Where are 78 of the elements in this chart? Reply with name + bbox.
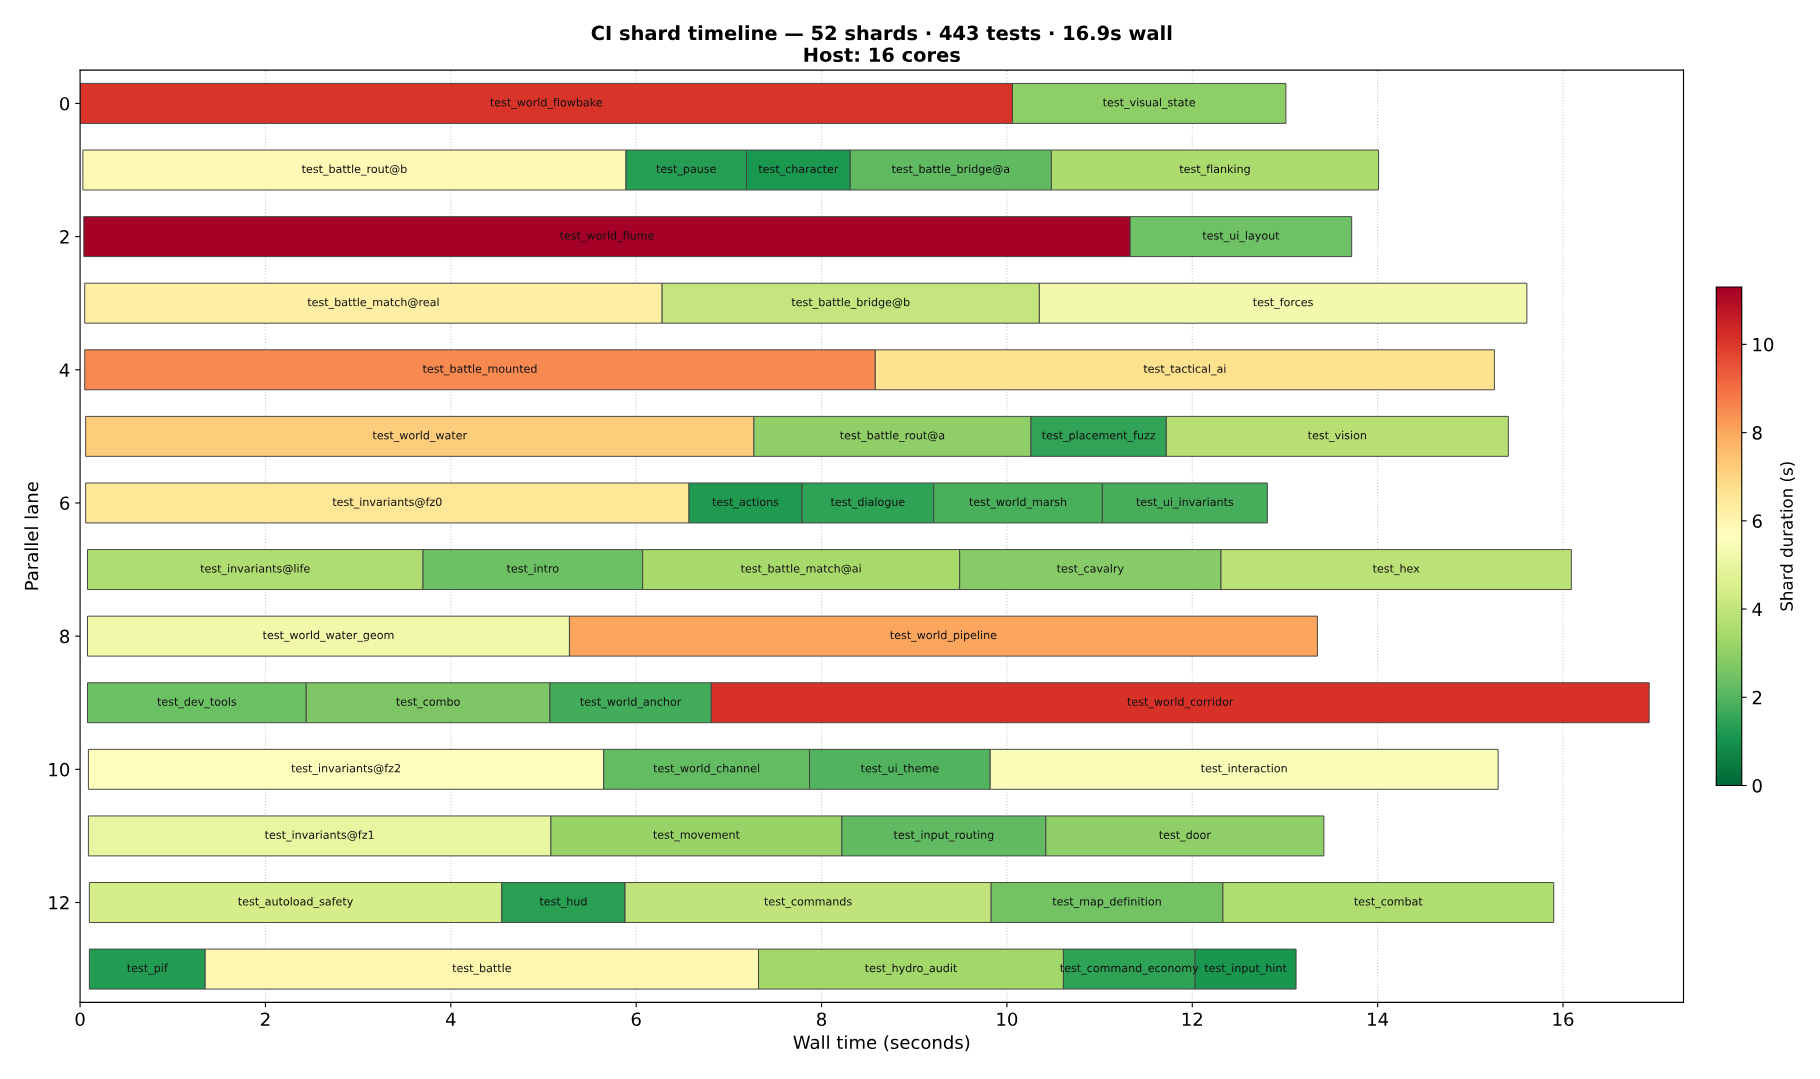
x-tick-label: 14 [1368, 1012, 1389, 1026]
x-tick-label: 16 [1553, 1012, 1574, 1027]
data-label: test_battle [452, 963, 511, 975]
data-label: test_commands [764, 896, 852, 909]
data-label: test_invariants@fz2 [291, 763, 400, 775]
color-bar-title: Shard duration (s) [1779, 462, 1795, 611]
data-label: test_invariants@fz1 [264, 830, 374, 842]
data-label: test_dialogue [830, 497, 905, 509]
x-tick-label: 4 [445, 1012, 456, 1026]
data-label: test_battle_rout@a [840, 430, 945, 442]
data-label: test_movement [653, 830, 740, 842]
data-label: test_visual_state [1102, 97, 1196, 109]
data-label: test_vision [1307, 430, 1367, 442]
data-label: test_hud [539, 896, 587, 909]
data-label: test_input_hint [1204, 963, 1287, 975]
color-bar-label: 2 [1752, 690, 1762, 705]
data-label: test_battle_match@real [307, 297, 439, 309]
data-label: test_map_definition [1052, 896, 1161, 909]
chart-subtitle: Host: 16 cores [804, 47, 960, 63]
data-label: test_forces [1253, 297, 1313, 309]
data-label: test_cavalry [1056, 564, 1124, 576]
data-label: test_invariants@life [200, 564, 310, 576]
data-label: test_world_channel [653, 763, 760, 775]
x-tick-label: 0 [75, 1012, 85, 1027]
color-bar-label: 6 [1752, 514, 1762, 528]
data-label: test_world_water [372, 430, 468, 442]
y-tick-label: 8 [60, 629, 70, 644]
x-tick-label: 6 [631, 1012, 641, 1027]
data-label: test_hex [1372, 564, 1420, 576]
y-axis-title: Parallel lane [24, 482, 39, 590]
data-label: test_battle_bridge@b [791, 297, 910, 309]
y-tick-label: 2 [60, 230, 69, 244]
y-tick-label: 4 [59, 363, 70, 377]
y-tick-label: 0 [60, 96, 70, 111]
data-label: test_battle_rout@b [301, 164, 407, 176]
data-label: test_pif [127, 963, 168, 975]
color-bar-label: 0 [1752, 778, 1762, 793]
data-label: test_battle_bridge@a [891, 164, 1010, 176]
color-bar-label: 4 [1752, 602, 1762, 616]
data-label: test_actions [712, 497, 779, 509]
data-label: test_world_flume [559, 231, 654, 243]
data-label: test_world_corridor [1127, 697, 1234, 709]
data-label: test_intro [506, 564, 559, 576]
data-label: test_combo [396, 697, 460, 709]
color-bar-label: 10 [1753, 337, 1774, 352]
x-axis-title: Wall time (seconds) [793, 1035, 970, 1052]
data-label: test_world_marsh [969, 497, 1067, 509]
data-label: test_flanking [1179, 164, 1250, 176]
data-label: test_battle_mounted [422, 364, 537, 376]
chart-title: CI shard timeline — 52 shards · 443 tests · 16.9s wall [591, 25, 1172, 41]
data-label: test_world_anchor [580, 697, 682, 709]
data-label: test_pause [656, 164, 716, 176]
y-tick-label: 12 [49, 895, 69, 910]
data-label: test_autoload_safety [238, 896, 353, 909]
x-tick-label: 8 [817, 1012, 827, 1027]
y-tick-label: 10 [49, 762, 70, 777]
y-tick-label: 6 [60, 496, 70, 511]
data-label: test_world_pipeline [890, 630, 997, 642]
data-label: test_combat [1354, 896, 1423, 909]
data-label: test_tactical_ai [1143, 364, 1226, 376]
data-label: test_battle_match@ai [740, 564, 861, 576]
data-label: test_ui_theme [860, 763, 939, 775]
data-label: test_door [1159, 830, 1211, 842]
x-tick-label: 10 [997, 1012, 1018, 1027]
data-label: test_character [758, 164, 839, 176]
data-label: test_ui_layout [1202, 231, 1280, 243]
data-label: test_invariants@fz0 [332, 497, 442, 509]
data-label: test_input_routing [893, 830, 994, 842]
data-label: test_world_flowbake [490, 97, 603, 109]
data-label: test_placement_fuzz [1041, 430, 1156, 442]
data-label: test_interaction [1200, 763, 1287, 775]
color-bar-label: 8 [1752, 426, 1762, 440]
data-label: test_hydro_audit [864, 963, 958, 975]
data-label: test_ui_invariants [1136, 497, 1234, 509]
x-tick-label: 12 [1182, 1012, 1202, 1026]
data-label: test_world_water_geom [262, 630, 394, 642]
x-tick-label: 2 [261, 1012, 270, 1026]
data-label: test_dev_tools [157, 697, 237, 709]
